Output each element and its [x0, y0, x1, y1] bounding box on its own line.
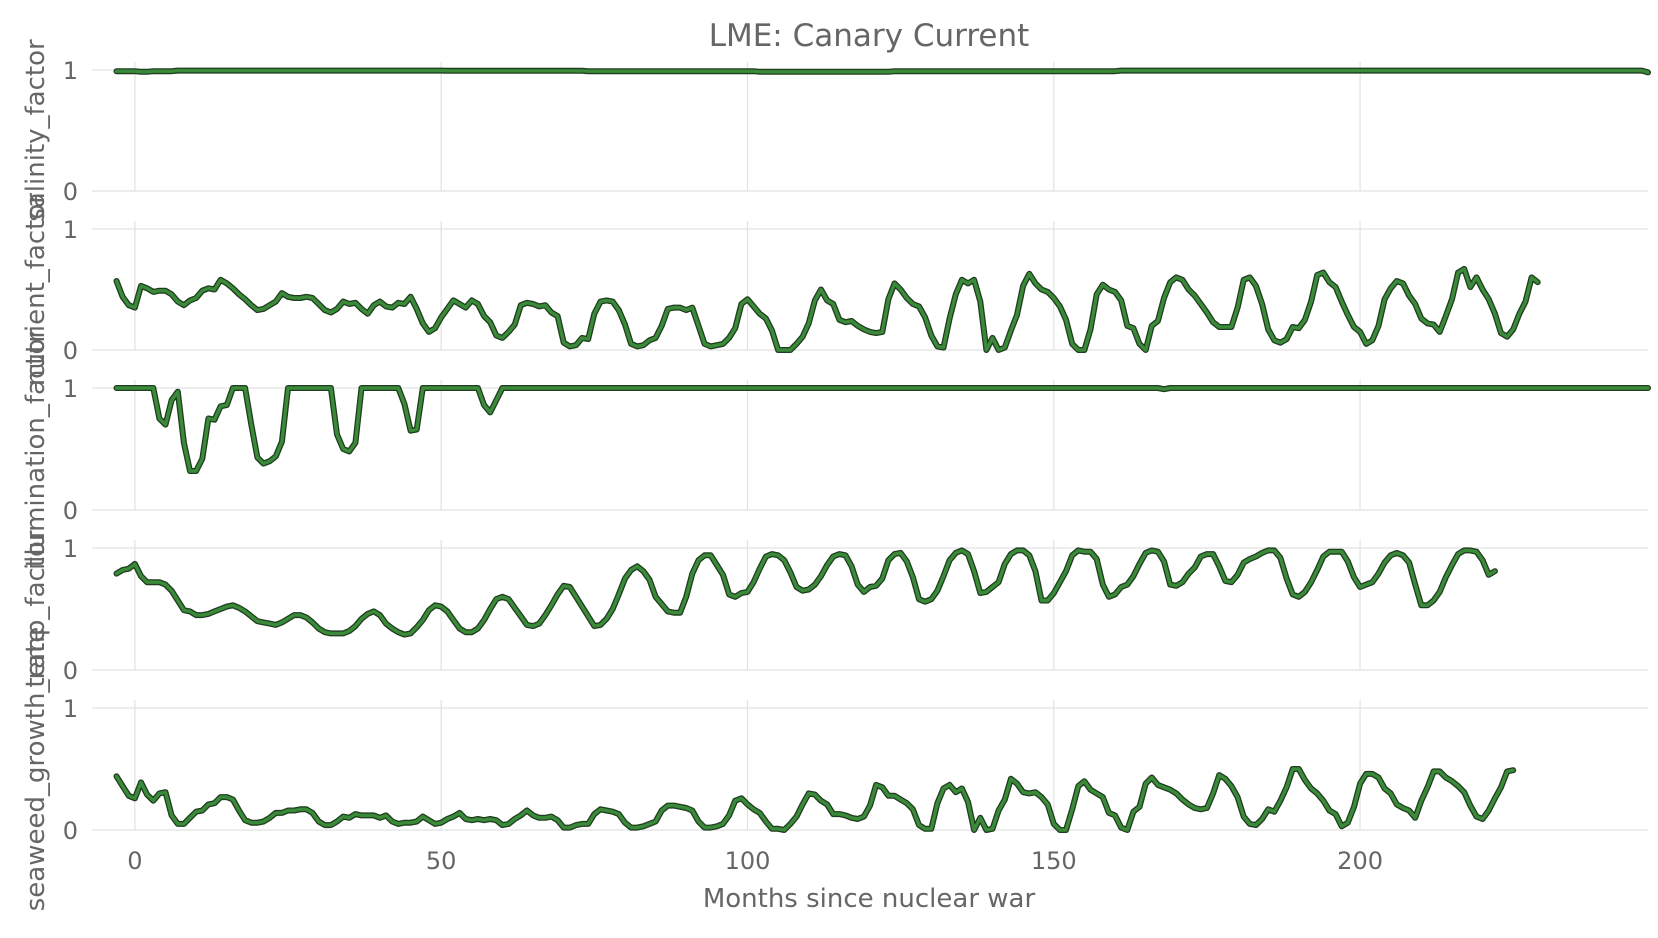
y-axis-title: illumination_factor [21, 328, 51, 570]
panel-salinity-factor: 0 1 salinity_factor [21, 39, 1651, 222]
y-axis-title: temp_factor [21, 530, 51, 688]
y-tick-label: 1 [63, 535, 78, 563]
series-line-illumination-factor [114, 386, 1650, 473]
y-tick-label: 1 [63, 695, 78, 723]
y-tick-label: 0 [63, 817, 78, 845]
y-tick-label: 1 [63, 57, 78, 85]
x-tick-label: 100 [725, 847, 771, 875]
series-line-salinity-factor [114, 68, 1650, 75]
panel-seaweed-growth-rate: 0 1 seaweed_growth_rate [21, 627, 1648, 912]
panel-illumination-factor: 0 1 illumination_factor [21, 328, 1651, 570]
series-line-outline [113, 385, 1651, 474]
x-tick-label: 200 [1337, 847, 1383, 875]
x-axis-title: Months since nuclear war [703, 884, 1036, 914]
series-line-temp-factor [114, 548, 1497, 637]
y-tick-label: 0 [63, 497, 78, 525]
panel-nutrient-factor: 0 1 nutrient_factor [21, 193, 1648, 386]
y-tick-label: 0 [63, 337, 78, 365]
series-line-seaweed-growth-rate [114, 767, 1515, 832]
y-tick-label: 1 [63, 375, 78, 403]
x-axis: 0 50 100 150 200 [127, 847, 1383, 875]
series-line-outline [113, 265, 1541, 353]
y-tick-label: 0 [63, 657, 78, 685]
series-line-nutrient-factor [114, 267, 1540, 352]
x-tick-label: 150 [1031, 847, 1077, 875]
y-axis-title: seaweed_growth_rate [21, 627, 51, 912]
x-tick-label: 50 [426, 847, 457, 875]
chart-panels: 0 1 salinity_factor 0 1 nutrient_factor 0 1 illu… [21, 39, 1651, 912]
y-tick-label: 1 [63, 216, 78, 244]
panel-temp-factor: 0 1 temp_factor [21, 530, 1648, 688]
x-tick-label: 0 [127, 847, 142, 875]
y-axis-title: nutrient_factor [21, 193, 51, 386]
series-line-outline [113, 547, 1498, 638]
chart-title: LME: Canary Current [709, 18, 1030, 54]
y-axis-title: salinity_factor [21, 39, 51, 222]
y-tick-label: 0 [63, 178, 78, 206]
